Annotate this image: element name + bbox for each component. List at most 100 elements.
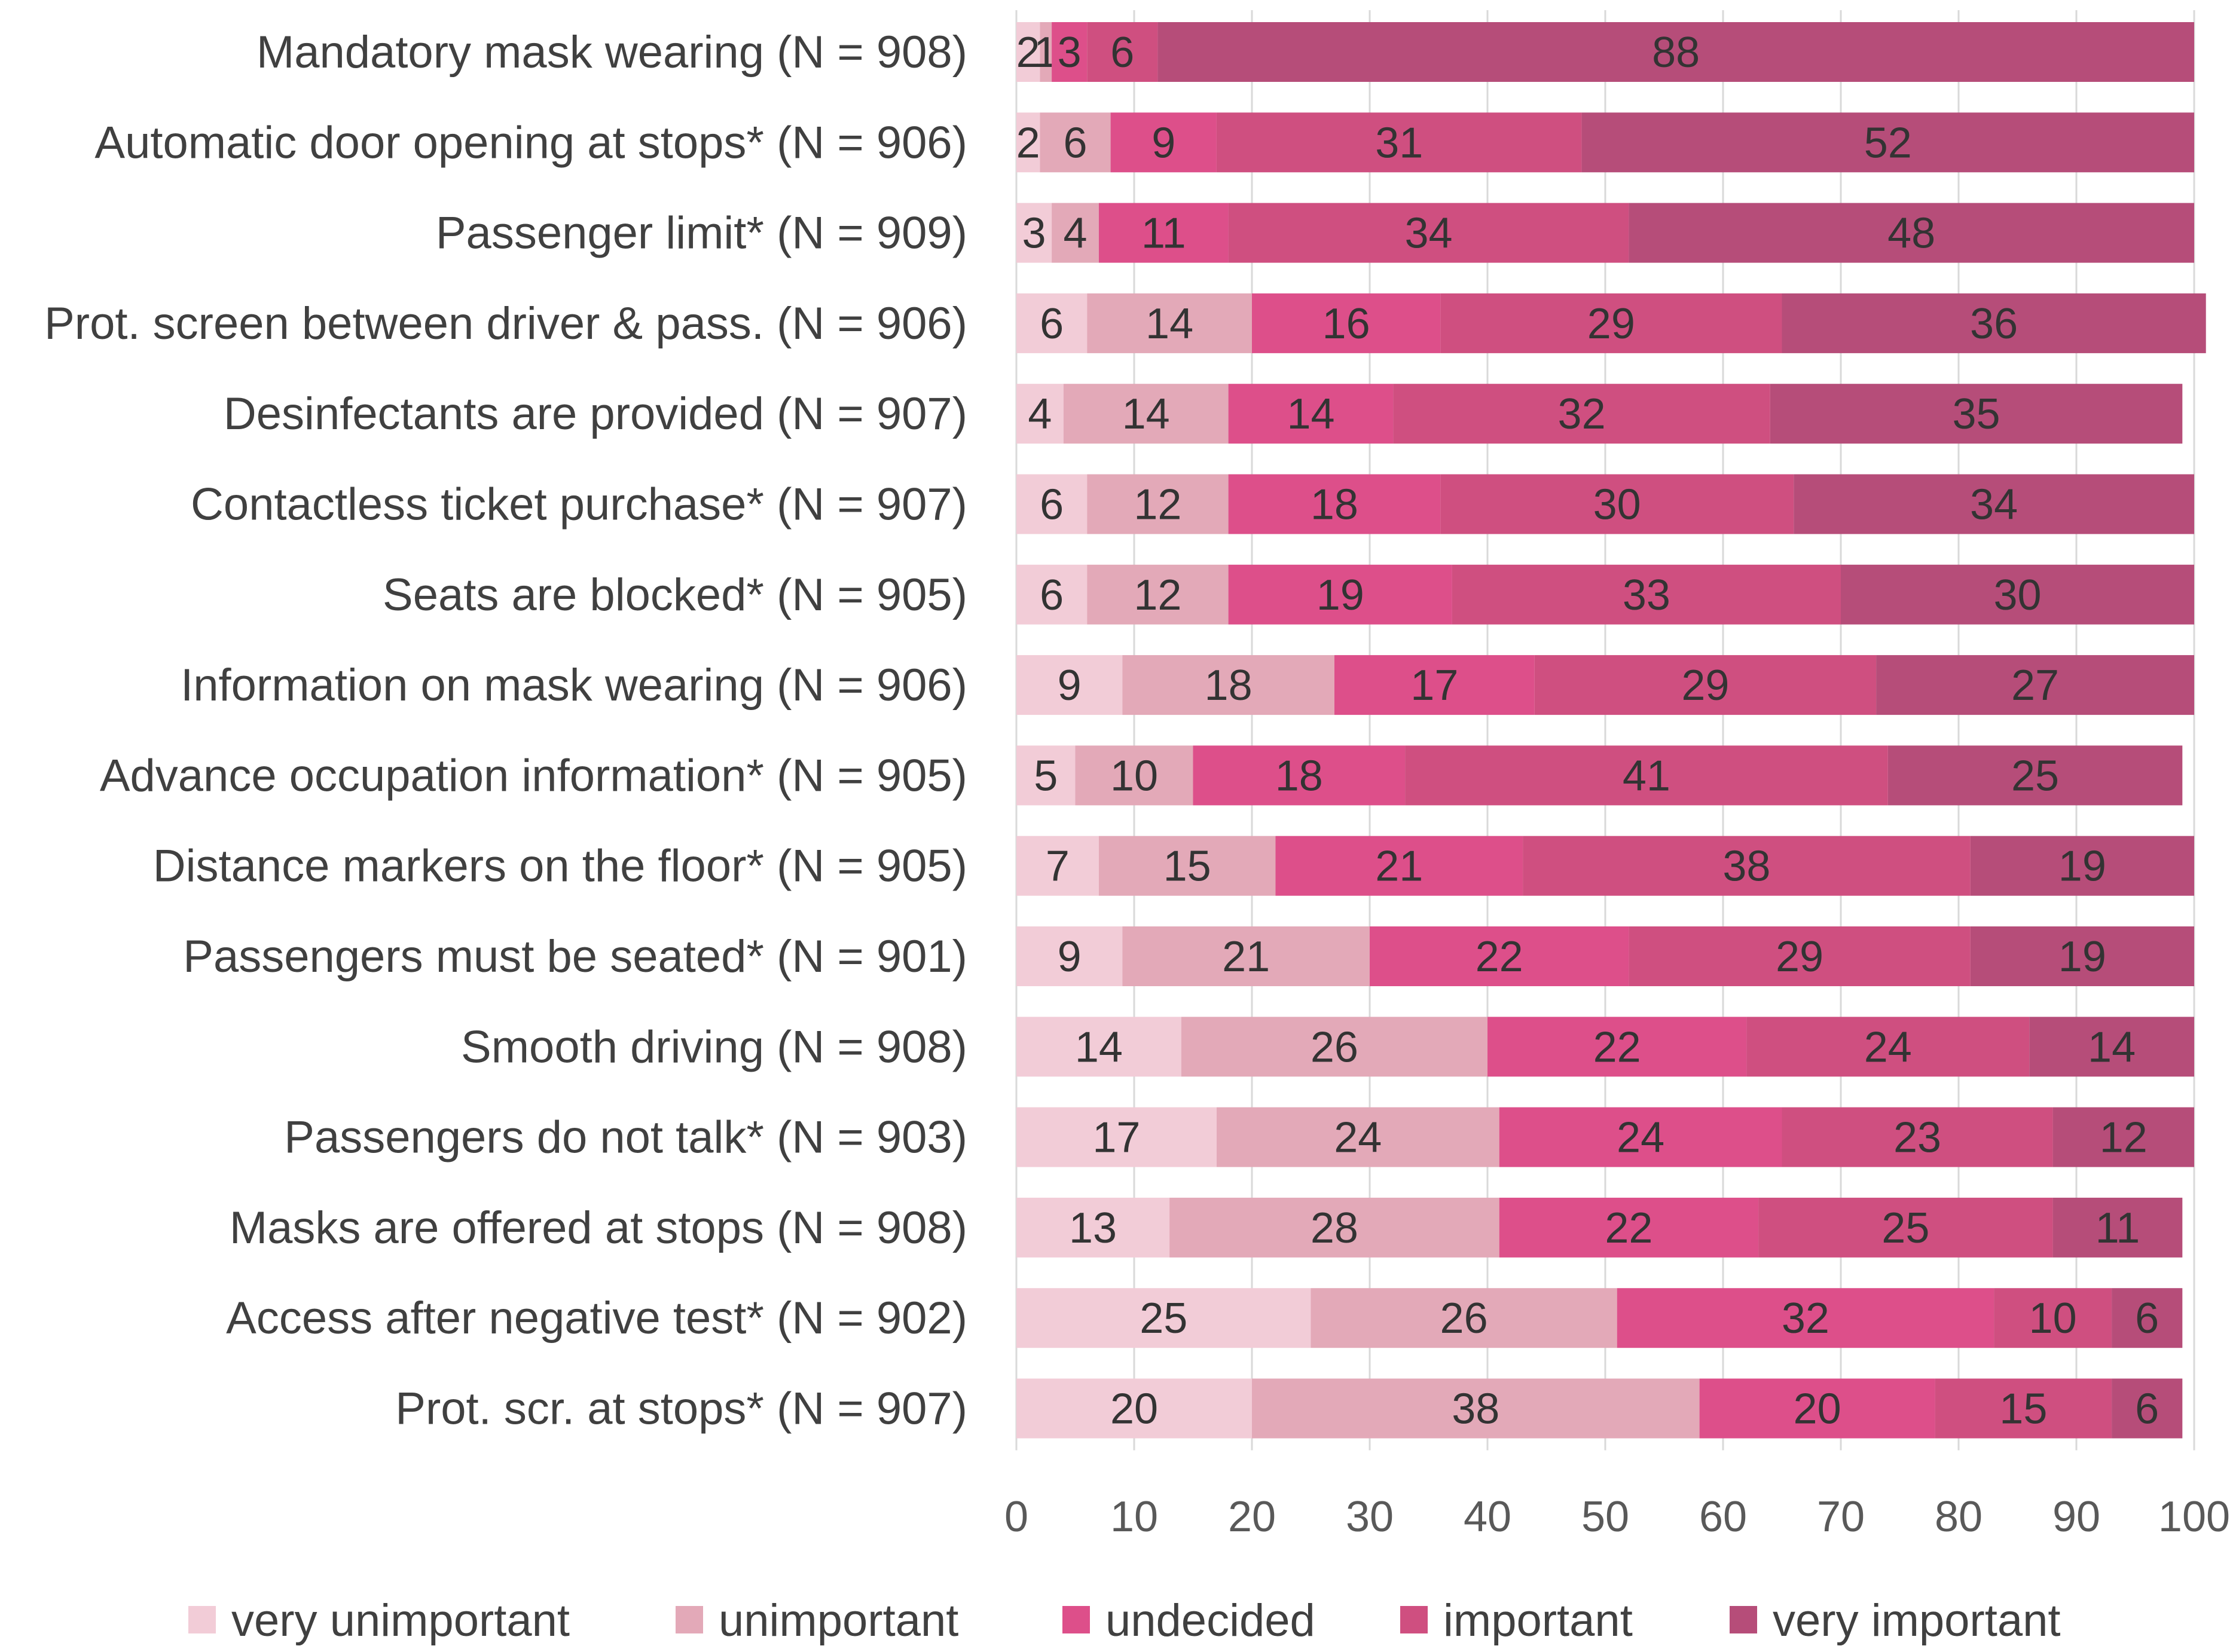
bar-segment-11-undecided	[1370, 926, 1629, 986]
x-axis-ticks: 0 10 20 30 40 50 60 70 80 90 100	[1004, 1493, 2230, 1541]
data-label: 14	[1122, 390, 1170, 438]
data-label: 18	[1275, 752, 1323, 800]
data-label: 29	[1681, 662, 1729, 709]
category-label: Prot. scr. at stops* (N = 907)	[395, 1384, 967, 1434]
bar-segment-9-very-unimportant	[1016, 745, 1076, 806]
bar-segment-7-very-unimportant	[1016, 564, 1088, 625]
bar-segment-5-important	[1393, 384, 1770, 444]
bar-segment-11-unimportant	[1122, 926, 1370, 986]
x-tick-label: 90	[2052, 1493, 2100, 1541]
data-label: 17	[1410, 662, 1458, 709]
bar-segment-15-unimportant	[1311, 1288, 1617, 1348]
bar-segment-7-unimportant	[1087, 564, 1229, 625]
bar-segment-3-unimportant	[1052, 203, 1099, 263]
bar-segment-4-unimportant	[1087, 293, 1252, 353]
legend: very unimportant unimportant undecided impo…	[188, 1595, 2061, 1646]
bar-segment-13-important	[1782, 1107, 2053, 1167]
bar-segment-2-very-important	[1581, 112, 2194, 173]
bar-segment-8-very-important	[1876, 655, 2194, 715]
bar-segment-8-unimportant	[1122, 655, 1334, 715]
data-label: 6	[1040, 481, 1064, 529]
bar-segment-9-very-important	[1887, 745, 2183, 806]
bar-segment-10-important	[1523, 836, 1971, 896]
data-label: 25	[2011, 752, 2059, 800]
bar-segment-4-very-unimportant	[1016, 293, 1088, 353]
bar-segment-6-very-unimportant	[1016, 474, 1088, 534]
bar-segment-5-unimportant	[1063, 384, 1229, 444]
data-label: 19	[2058, 843, 2106, 891]
data-label: 17	[1092, 1114, 1140, 1162]
bar-segment-15-undecided	[1617, 1288, 1994, 1348]
bar-segment-13-very-unimportant	[1016, 1107, 1217, 1167]
bar-segment-11-important	[1629, 926, 1971, 986]
x-tick-label: 60	[1699, 1493, 1747, 1541]
category-labels: Mandatory mask wearing (N = 908) Automati…	[44, 27, 967, 1434]
bar-segment-2-undecided	[1110, 112, 1217, 173]
data-label: 6	[1110, 29, 1134, 77]
bar-segment-4-important	[1440, 293, 1782, 353]
legend-swatch-very-unimportant	[188, 1606, 216, 1633]
bar-segment-3-important	[1228, 203, 1629, 263]
data-label: 6	[2135, 1295, 2159, 1342]
bar-segment-15-important	[1994, 1288, 2112, 1348]
data-label: 88	[1652, 29, 1700, 77]
data-label: 31	[1375, 119, 1423, 167]
bar-segment-5-very-important	[1770, 384, 2183, 444]
data-label: 18	[1311, 481, 1358, 529]
data-label: 22	[1476, 933, 1523, 981]
bar-segment-14-very-important	[2052, 1197, 2183, 1258]
data-label: 30	[1593, 481, 1641, 529]
data-label: 52	[1864, 119, 1912, 167]
bar-segment-10-very-unimportant	[1016, 836, 1099, 896]
data-label: 28	[1311, 1204, 1358, 1252]
data-label: 38	[1452, 1385, 1499, 1433]
data-label: 36	[1970, 300, 2018, 348]
bar-segment-1-very-unimportant	[1016, 22, 1040, 82]
data-label: 12	[1134, 571, 1181, 619]
category-label: Automatic door opening at stops* (N = 90…	[94, 117, 967, 168]
data-label: 15	[1999, 1385, 2047, 1433]
data-label: 10	[2029, 1295, 2077, 1342]
bar-segment-13-undecided	[1499, 1107, 1782, 1167]
data-label: 27	[2011, 662, 2059, 709]
data-label: 30	[1993, 571, 2041, 619]
data-label: 48	[1887, 210, 1935, 258]
legend-swatch-very-important	[1730, 1606, 1757, 1633]
bar-segment-5-very-unimportant	[1016, 384, 1064, 444]
data-label: 14	[1075, 1023, 1123, 1071]
x-tick-label: 70	[1817, 1493, 1865, 1541]
data-label: 11	[2096, 1204, 2140, 1252]
data-label: 23	[1893, 1114, 1941, 1162]
bar-segment-15-very-important	[2112, 1288, 2183, 1348]
data-label: 6	[1040, 300, 1064, 348]
data-label: 3	[1022, 210, 1046, 258]
data-label: 32	[1558, 390, 1606, 438]
data-label: 29	[1587, 300, 1635, 348]
bar-segment-3-very-unimportant	[1016, 203, 1052, 263]
data-label: 22	[1593, 1023, 1641, 1071]
bar-segment-2-important	[1216, 112, 1582, 173]
x-tick-label: 80	[1935, 1493, 1983, 1541]
bar-segment-10-unimportant	[1098, 836, 1276, 896]
bar-segment-4-undecided	[1252, 293, 1441, 353]
data-label: 2	[1016, 119, 1040, 167]
bar-segment-16-unimportant	[1252, 1378, 1700, 1439]
data-label: 14	[1146, 300, 1193, 348]
data-label: 32	[1782, 1295, 1829, 1342]
bar-segment-9-unimportant	[1075, 745, 1193, 806]
legend-swatch-unimportant	[676, 1606, 703, 1633]
data-label: 20	[1794, 1385, 1841, 1433]
data-label: 26	[1440, 1295, 1488, 1342]
data-label: 26	[1311, 1023, 1358, 1071]
category-label: Contactless ticket purchase* (N = 907)	[191, 479, 967, 530]
bar-segment-9-undecided	[1193, 745, 1406, 806]
bar-segment-6-very-important	[1794, 474, 2194, 534]
data-label: 34	[1404, 210, 1452, 258]
category-label: Desinfectants are provided (N = 907)	[224, 388, 967, 439]
data-label: 6	[1063, 119, 1087, 167]
bar-segment-8-very-unimportant	[1016, 655, 1123, 715]
legend-swatch-undecided	[1062, 1606, 1090, 1633]
bar-segment-8-important	[1534, 655, 1877, 715]
bar-segment-12-very-important	[2029, 1017, 2194, 1077]
data-label: 4	[1028, 390, 1052, 438]
